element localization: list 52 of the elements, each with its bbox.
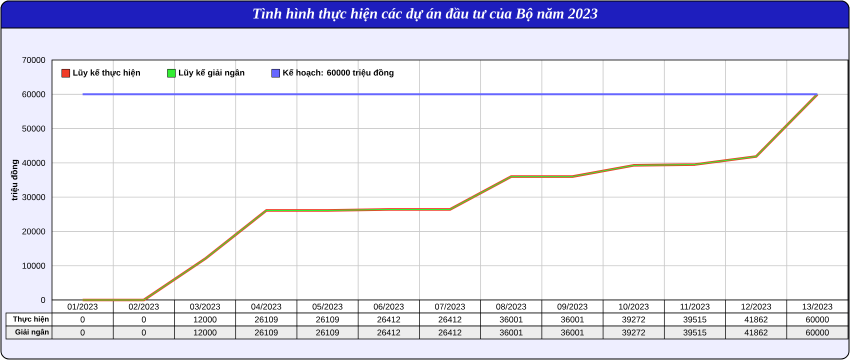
legend-label: Lũy kế thực hiện (73, 69, 140, 78)
x-tick-label: 11/2023 (680, 303, 710, 310)
data-label: 26412 (377, 330, 400, 336)
data-label: 26412 (438, 316, 462, 322)
y-tick-label: 10000 (22, 262, 46, 269)
data-label: 60000 (806, 316, 829, 322)
y-tick-label: 30000 (22, 194, 46, 200)
chart-title: Tình hình thực hiện các dự án đầu tư của Bộ năm 2023 (253, 8, 598, 22)
x-tick-label: 08/2023 (496, 303, 526, 310)
data-label: 0 (142, 330, 146, 336)
y-tick-label: 70000 (22, 57, 46, 63)
data-label: 36001 (561, 316, 584, 322)
x-tick-label: 13/2023 (802, 303, 832, 310)
x-tick-label: 02/2023 (128, 303, 159, 310)
data-label: 39272 (622, 330, 646, 336)
data-label: 26109 (316, 330, 339, 336)
data-label: 0 (142, 316, 146, 322)
data-label: 26412 (438, 330, 462, 336)
x-tick-label: 10/2023 (619, 303, 649, 310)
x-tick-label: 09/2023 (557, 303, 588, 310)
data-label: 41862 (744, 330, 768, 336)
x-tick-label: 06/2023 (374, 303, 404, 310)
x-tick-label: 04/2023 (251, 303, 282, 310)
legend-label: Lũy kế giải ngân (178, 69, 244, 78)
x-tick-label: 12/2023 (741, 303, 772, 310)
data-label: 0 (80, 330, 85, 336)
data-label: 12000 (194, 330, 217, 336)
data-label: 26109 (254, 316, 278, 322)
data-label: 26109 (254, 330, 278, 336)
data-label: 12000 (194, 316, 217, 322)
x-tick-label: 01/2023 (68, 303, 98, 310)
x-tick-label: 07/2023 (435, 303, 465, 310)
data-label: 26109 (316, 316, 339, 322)
data-label: 36001 (561, 330, 584, 336)
data-label: 0 (80, 316, 85, 322)
data-label: 41862 (744, 316, 768, 322)
y-tick-label: 50000 (22, 126, 46, 132)
data-label: 39515 (683, 316, 706, 322)
y-tick-label: 20000 (22, 228, 46, 234)
y-tick-label: 60000 (22, 91, 46, 98)
y-tick-label: 40000 (22, 160, 46, 166)
data-label: 60000 (806, 330, 829, 336)
data-label: 26412 (377, 316, 400, 322)
data-label: 36001 (500, 316, 523, 322)
data-label: 39515 (683, 330, 706, 336)
data-label: 39272 (622, 316, 646, 322)
legend-label: Kế hoạch: 60000 triệu đồng (283, 69, 394, 78)
x-tick-label: 05/2023 (312, 303, 342, 310)
data-label: 36001 (500, 330, 523, 336)
y-axis-title: triệu đồng (10, 160, 20, 201)
x-tick-label: 03/2023 (190, 303, 220, 310)
y-tick-label: 0 (41, 297, 46, 303)
